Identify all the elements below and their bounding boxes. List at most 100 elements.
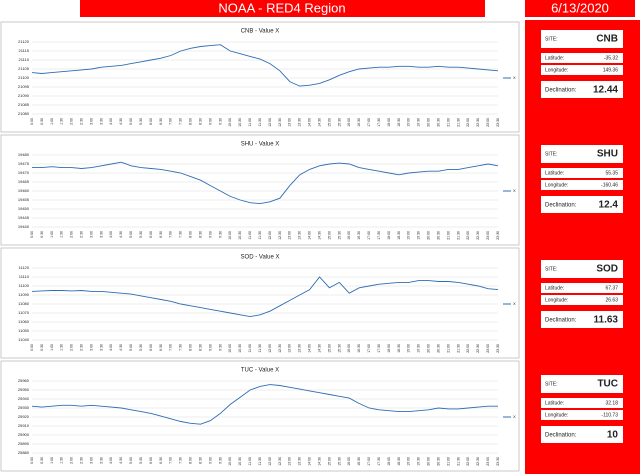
- x-tick-label: 15:00: [327, 457, 331, 466]
- y-tick-label: 21115: [18, 48, 29, 53]
- x-tick-label: 5:00: [129, 457, 133, 464]
- y-tick-label: 21120: [18, 39, 30, 44]
- x-tick-label: 4:00: [109, 457, 113, 464]
- x-tick-label: 0:30: [40, 118, 44, 125]
- chart-title: CNB - Value X: [241, 29, 280, 35]
- x-tick-label: 5:30: [139, 457, 143, 464]
- y-tick-label: 25950: [18, 387, 30, 392]
- y-tick-label: 19480: [18, 152, 30, 157]
- y-tick-label: 25920: [18, 414, 30, 419]
- x-tick-label: 21:30: [456, 344, 460, 353]
- x-tick-label: 14:30: [317, 231, 321, 240]
- x-tick-label: 19:30: [417, 457, 421, 466]
- x-tick-label: 13:30: [298, 231, 302, 240]
- x-tick-label: 20:00: [427, 344, 431, 353]
- y-tick-label: 19460: [18, 188, 30, 193]
- x-tick-label: 10:30: [238, 344, 242, 353]
- x-tick-label: 11:30: [258, 231, 262, 240]
- y-tick-label: 25960: [18, 378, 30, 383]
- x-tick-label: 21:00: [446, 231, 450, 240]
- x-tick-label: 6:30: [159, 457, 163, 464]
- x-tick-label: 16:30: [357, 231, 361, 240]
- x-tick-label: 23:30: [496, 344, 500, 353]
- x-tick-label: 18:30: [397, 118, 401, 127]
- x-tick-label: 23:30: [496, 118, 500, 127]
- longitude-value: 26.63: [605, 297, 618, 303]
- x-tick-label: 11:00: [248, 118, 252, 127]
- declination-value: 11.63: [594, 315, 619, 326]
- x-tick-label: 15:30: [337, 344, 341, 353]
- longitude-value: -110.73: [601, 412, 618, 418]
- y-tick-label: 11090: [18, 292, 30, 297]
- legend-label: X: [513, 414, 516, 419]
- longitude-box: [541, 180, 623, 190]
- x-tick-label: 4:30: [119, 118, 123, 125]
- x-tick-label: 13:00: [288, 457, 292, 466]
- latitude-label: Latitude:: [545, 400, 564, 406]
- y-tick-label: 21095: [18, 84, 30, 89]
- site-box: [541, 145, 623, 163]
- x-tick-label: 23:30: [496, 231, 500, 240]
- chart-title: TUC - Value X: [241, 368, 279, 374]
- x-tick-label: 13:00: [288, 118, 292, 127]
- x-tick-label: 22:30: [476, 344, 480, 353]
- site-code: TUC: [597, 379, 618, 390]
- x-tick-label: 23:00: [486, 457, 490, 466]
- x-tick-label: 20:30: [436, 118, 440, 127]
- x-tick-label: 19:30: [417, 118, 421, 127]
- declination-label: Declination:: [545, 203, 577, 209]
- declination-value: 12.44: [593, 85, 618, 96]
- x-tick-label: 9:00: [208, 457, 212, 464]
- y-tick-label: 25900: [18, 432, 30, 437]
- x-tick-label: 15:30: [337, 457, 341, 466]
- site-box: [541, 375, 623, 393]
- x-tick-label: 21:30: [456, 118, 460, 127]
- x-tick-label: 16:30: [357, 344, 361, 353]
- latitude-label: Latitude:: [545, 170, 564, 176]
- legend-label: X: [513, 301, 516, 306]
- x-tick-label: 17:00: [367, 231, 371, 240]
- x-tick-label: 12:00: [268, 457, 272, 466]
- latitude-label: Latitude:: [545, 55, 564, 61]
- x-tick-label: 4:00: [109, 344, 113, 351]
- x-tick-label: 17:00: [367, 457, 371, 466]
- x-tick-label: 21:30: [456, 457, 460, 466]
- latitude-value: 67.37: [605, 285, 618, 291]
- y-tick-label: 21080: [18, 111, 30, 116]
- y-tick-label: 25930: [18, 405, 30, 410]
- y-tick-label: 19475: [18, 161, 30, 166]
- x-tick-label: 1:30: [60, 118, 64, 125]
- y-tick-label: 19450: [18, 206, 30, 211]
- y-tick-label: 19470: [18, 170, 30, 175]
- x-tick-label: 2:30: [79, 231, 83, 238]
- x-tick-label: 15:00: [327, 118, 331, 127]
- x-tick-label: 12:30: [278, 118, 282, 127]
- y-tick-label: 11110: [19, 274, 30, 279]
- x-tick-label: 22:30: [476, 231, 480, 240]
- x-tick-label: 7:00: [169, 231, 173, 238]
- longitude-box: [541, 65, 623, 75]
- y-tick-label: 25880: [18, 450, 30, 455]
- x-tick-label: 17:30: [377, 118, 381, 127]
- x-tick-label: 18:00: [387, 231, 391, 240]
- x-tick-label: 8:30: [198, 118, 202, 125]
- x-tick-label: 12:30: [278, 457, 282, 466]
- x-tick-label: 21:00: [446, 457, 450, 466]
- x-tick-label: 16:00: [347, 457, 351, 466]
- line-series: [31, 44, 499, 87]
- x-tick-label: 14:30: [317, 457, 321, 466]
- title-banner: [80, 0, 485, 17]
- x-tick-label: 1:30: [60, 457, 64, 464]
- x-tick-label: 19:00: [407, 118, 411, 127]
- site-label: SITE:: [545, 266, 558, 272]
- y-tick-label: 25910: [18, 423, 30, 428]
- x-tick-label: 19:00: [407, 457, 411, 466]
- x-tick-label: 5:00: [129, 118, 133, 125]
- x-tick-label: 16:30: [357, 457, 361, 466]
- x-tick-label: 23:00: [486, 118, 490, 127]
- x-tick-label: 7:30: [179, 118, 183, 125]
- x-tick-label: 9:30: [218, 231, 222, 238]
- site-code: CNB: [596, 34, 618, 45]
- x-tick-label: 22:00: [466, 231, 470, 240]
